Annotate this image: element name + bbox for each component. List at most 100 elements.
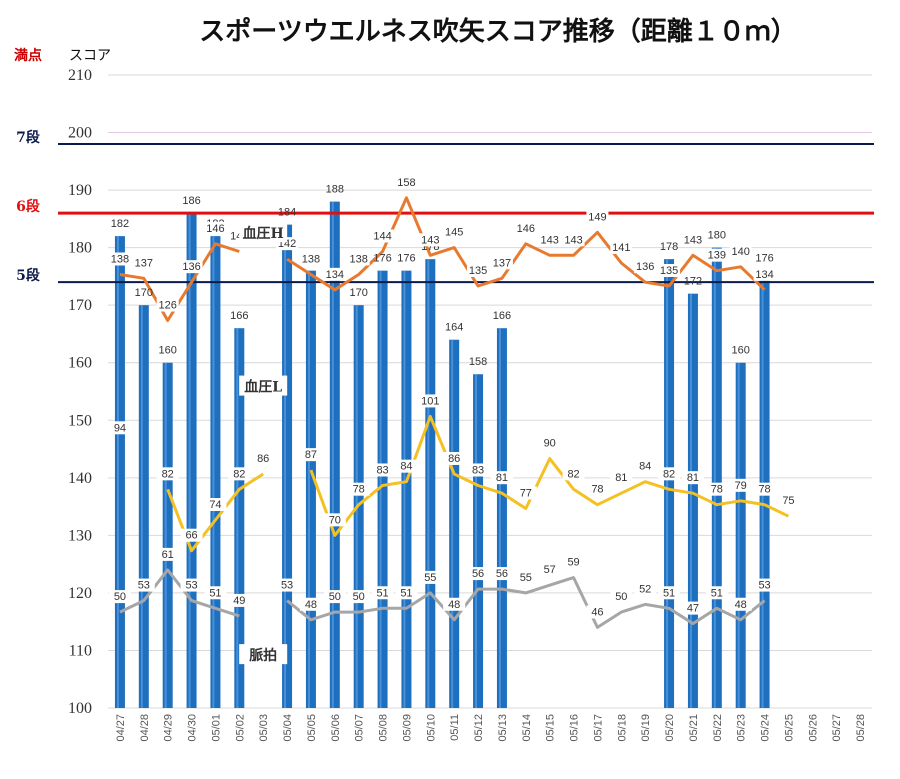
label-background (299, 252, 322, 266)
bar-value-label: 160 (732, 345, 750, 357)
line-value-label: 79 (735, 480, 747, 492)
series-line (286, 196, 766, 292)
bar-value-label: 188 (326, 184, 344, 196)
x-tick-label: 05/04 (282, 714, 294, 742)
line-value-label: 57 (544, 564, 556, 576)
line-value-label: 47 (687, 603, 699, 615)
line-value-label: 137 (493, 257, 511, 269)
bar-value-label: 170 (135, 287, 153, 299)
label-background (681, 233, 704, 247)
gridlines (108, 74, 872, 709)
label-background (132, 578, 155, 592)
data-labels: 1821701601861821661841761881701761761781… (108, 175, 800, 665)
label-background (729, 244, 752, 258)
line-value-label: 50 (615, 591, 627, 603)
line-value-label: 135 (660, 265, 678, 277)
line-value-label: 82 (567, 468, 579, 480)
line-value-label: 101 (421, 395, 439, 407)
bar-highlight (451, 339, 454, 708)
bar (687, 293, 698, 708)
bar (711, 247, 722, 709)
series-name-background (239, 375, 288, 396)
line-value-label: 135 (469, 265, 487, 277)
x-tick-label: 05/06 (330, 714, 342, 742)
line-value-label: 74 (209, 499, 221, 511)
bar-highlight (188, 213, 191, 709)
label-background (586, 605, 609, 619)
bar-highlight (140, 305, 143, 708)
label-background (347, 590, 370, 604)
bar-highlight (737, 362, 740, 708)
label-background (180, 260, 203, 274)
x-axis-ticks: 04/27 04/28 04/29 04/30 05/01 05/02 05/03 05/04… (115, 714, 867, 742)
line-value-label: 149 (588, 211, 606, 223)
bar (282, 224, 293, 709)
label-background (610, 471, 633, 485)
label-background (586, 482, 609, 496)
bar (377, 270, 388, 708)
y-axis-ticks: 100 110 120 130 140 150 160 170 180 190 200 210 (68, 67, 92, 717)
line-value-label: 52 (639, 583, 651, 595)
label-background (538, 436, 561, 450)
line-value-label: 87 (305, 449, 317, 461)
x-tick-label: 05/09 (401, 714, 413, 742)
label-background (108, 421, 131, 435)
label-background (419, 233, 442, 247)
bar-value-label: 178 (660, 241, 678, 253)
label-background (490, 256, 513, 270)
label-background (658, 467, 681, 481)
label-background (705, 586, 728, 600)
label-background (634, 459, 657, 473)
bar-value-label: 182 (111, 218, 129, 230)
bar-value-label: 186 (182, 195, 200, 207)
line-value-label: 51 (400, 587, 412, 599)
line-value-label: 145 (445, 227, 463, 239)
bar-highlight (689, 293, 692, 708)
line-value-label: 84 (400, 461, 412, 473)
label-background (705, 248, 728, 262)
line-value-label: 134 (326, 269, 344, 281)
label-background (610, 590, 633, 604)
bar (401, 270, 412, 708)
line-value-label: 82 (162, 468, 174, 480)
line-value-label: 84 (639, 461, 651, 473)
bar (234, 328, 245, 708)
label-background (753, 267, 776, 281)
label-background (681, 601, 704, 615)
line-value-label: 78 (353, 484, 365, 496)
label-background (347, 482, 370, 496)
bar-value-label: 166 (230, 310, 248, 322)
line-value-label: 50 (329, 591, 341, 603)
line-value-label: 56 (472, 568, 484, 580)
bar-value-label: 180 (708, 230, 726, 242)
label-background (634, 260, 657, 274)
line-value-label: 126 (159, 300, 177, 312)
series-line (309, 414, 790, 537)
bar-value-label: 176 (755, 253, 773, 265)
x-tick-label: 05/12 (473, 714, 485, 742)
bar-value-label: 160 (159, 345, 177, 357)
label-background (514, 570, 537, 584)
label-background (323, 513, 346, 527)
label-background (490, 567, 513, 581)
line-value-label: 158 (397, 177, 415, 189)
label-background (729, 478, 752, 492)
label-background (276, 578, 299, 592)
bar (114, 236, 125, 709)
line-value-label: 86 (257, 453, 269, 465)
line-value-label: 53 (281, 580, 293, 592)
x-tick-label: 05/02 (234, 714, 246, 742)
label-background (514, 221, 537, 235)
line-value-label: 146 (206, 223, 224, 235)
y-tick-label: 210 (68, 67, 92, 84)
label-background (729, 597, 752, 611)
line-value-label: 61 (162, 549, 174, 561)
label-background (371, 586, 394, 600)
line-value-label: 136 (636, 261, 654, 273)
bar-value-label: 164 (445, 322, 463, 334)
label-background (156, 547, 179, 561)
x-tick-label: 05/25 (783, 714, 795, 742)
reference-label: 7段 (16, 129, 40, 146)
label-background (658, 264, 681, 277)
label-background (204, 498, 227, 512)
